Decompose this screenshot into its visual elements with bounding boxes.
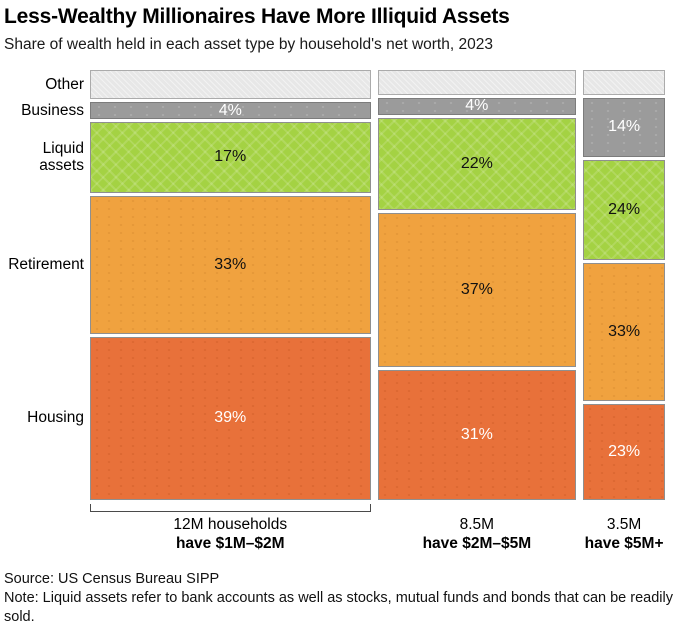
mosaic-segment-retirement: 33% bbox=[583, 262, 665, 401]
mosaic-segment-retirement: 33% bbox=[90, 196, 371, 334]
chart-subtitle: Share of wealth held in each asset type … bbox=[4, 36, 493, 53]
segment-value-label: 33% bbox=[608, 322, 641, 340]
mosaic-column-3: 14% 24% 33% 23% bbox=[583, 70, 665, 500]
group-size-label: 8.5M bbox=[459, 516, 495, 533]
mosaic-segment-business: 4% bbox=[90, 102, 371, 119]
column-group-label-3: 3.5M have $5M+ bbox=[563, 515, 685, 553]
segment-value-label: 37% bbox=[460, 281, 493, 299]
mosaic-segment-other bbox=[583, 70, 665, 96]
row-axis-label-housing: Housing bbox=[27, 409, 84, 427]
mosaic-segment-housing: 23% bbox=[583, 403, 665, 500]
row-axis-label-business: Business bbox=[21, 101, 84, 119]
column-group-label-1: 12M households have $1M–$2M bbox=[70, 515, 391, 553]
row-axis-label-retirement: Retirement bbox=[8, 256, 84, 274]
mosaic-segment-liquid: 24% bbox=[583, 159, 665, 260]
mosaic-segment-business: 14% bbox=[583, 98, 665, 157]
row-axis-label-liquid: Liquid assets bbox=[39, 139, 84, 175]
methodology-note: Note: Liquid assets refer to bank accoun… bbox=[4, 590, 673, 625]
segment-value-label: 24% bbox=[608, 200, 641, 218]
mosaic-segment-liquid: 22% bbox=[377, 117, 577, 210]
group-size-label: 3.5M bbox=[606, 516, 642, 533]
segment-value-label: 14% bbox=[608, 118, 641, 136]
source-note: Source: US Census Bureau SIPP bbox=[4, 571, 220, 587]
column-group-label-2: 8.5M have $2M–$5M bbox=[358, 515, 597, 553]
group-range-label: have $1M–$2M bbox=[175, 535, 285, 552]
mosaic-segment-business: 4% bbox=[377, 97, 577, 115]
row-axis-label-other: Other bbox=[45, 75, 84, 93]
segment-value-label: 17% bbox=[214, 148, 247, 166]
chart-footer: Source: US Census Bureau SIPP Note: Liqu… bbox=[4, 570, 694, 627]
segment-value-label: 4% bbox=[218, 101, 242, 119]
mosaic-chart: 4% 17% 33% 39% 4% 22% 37% 31% 14% 24% 33% 23% bbox=[90, 70, 665, 500]
segment-value-label: 23% bbox=[608, 442, 641, 460]
group-range-label: have $5M+ bbox=[584, 535, 664, 552]
mosaic-segment-housing: 31% bbox=[377, 370, 577, 500]
segment-value-label: 31% bbox=[460, 426, 493, 444]
mosaic-column-2: 4% 22% 37% 31% bbox=[377, 70, 577, 500]
mosaic-column-1: 4% 17% 33% 39% bbox=[90, 70, 371, 500]
chart-title: Less-Wealthy Millionaires Have More Illi… bbox=[4, 5, 510, 28]
segment-value-label: 33% bbox=[214, 255, 247, 273]
mosaic-segment-other bbox=[90, 70, 371, 100]
group-size-label: 12M households bbox=[173, 516, 288, 533]
mosaic-segment-other bbox=[377, 70, 577, 96]
segment-value-label: 39% bbox=[214, 409, 247, 427]
mosaic-segment-liquid: 17% bbox=[90, 121, 371, 194]
group-range-label: have $2M–$5M bbox=[422, 535, 532, 552]
mosaic-segment-housing: 39% bbox=[90, 336, 371, 500]
column-bracket bbox=[90, 504, 371, 512]
segment-value-label: 22% bbox=[460, 154, 493, 172]
segment-value-label: 4% bbox=[465, 97, 489, 115]
mosaic-segment-retirement: 37% bbox=[377, 212, 577, 368]
